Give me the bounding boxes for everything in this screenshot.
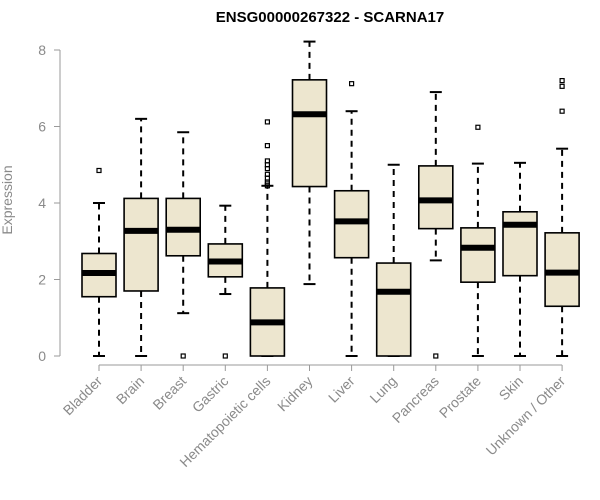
- iqr-box: [460, 227, 496, 283]
- y-tick-label: 6: [38, 119, 46, 135]
- outlier-point: [559, 77, 565, 84]
- x-tick-label: Breast: [149, 373, 189, 413]
- outlier-point: [264, 171, 270, 177]
- y-tick-label: 8: [38, 42, 46, 58]
- x-tick-label: Lung: [366, 373, 399, 406]
- outlier-point: [475, 124, 481, 130]
- outlier-point: [433, 353, 439, 359]
- iqr-box: [417, 165, 454, 230]
- box-prostate: [460, 124, 496, 357]
- x-tick-label: Skin: [496, 373, 527, 404]
- iqr-box: [375, 262, 412, 357]
- box-breast: [165, 131, 201, 359]
- iqr-box: [544, 232, 580, 308]
- outlier-point: [96, 167, 102, 174]
- x-tick-label: Unknown / Other: [483, 373, 569, 459]
- y-axis: 0 2 4 6 8: [38, 42, 61, 364]
- box-bladder: [81, 167, 117, 357]
- outlier-point: [222, 353, 228, 359]
- box-gastric: [207, 204, 244, 359]
- y-axis-label: Expression: [0, 165, 15, 234]
- outlier-point: [264, 158, 270, 164]
- chart-title: ENSG00000267322 - SCARNA17: [216, 9, 444, 26]
- x-tick-label: Liver: [325, 373, 358, 406]
- iqr-box: [123, 197, 159, 292]
- y-tick-label: 2: [38, 272, 46, 288]
- outlier-point: [180, 353, 186, 359]
- box-liver: [333, 81, 370, 357]
- iqr-box: [502, 210, 538, 277]
- box-kidney: [291, 40, 328, 286]
- y-tick-label: 0: [38, 348, 46, 364]
- box-skin: [502, 161, 538, 357]
- box-pancreas: [417, 91, 454, 359]
- outlier-point: [559, 83, 565, 89]
- box-series: [81, 40, 580, 359]
- x-tick-label: Pancreas: [389, 373, 442, 426]
- outlier-point: [264, 143, 270, 149]
- box-hematopoietic-cells: [249, 119, 286, 357]
- iqr-box: [291, 79, 328, 188]
- box-brain: [123, 117, 159, 357]
- outlier-point: [349, 81, 355, 87]
- x-tick-label: Bladder: [60, 373, 106, 419]
- x-tick-label: Prostate: [436, 373, 484, 421]
- outlier-point: [264, 119, 270, 125]
- x-tick-label: Kidney: [274, 373, 316, 415]
- outlier-point: [559, 108, 565, 114]
- box-unknown-other: [544, 77, 580, 357]
- box-lung: [375, 163, 412, 357]
- x-tick-label: Brain: [113, 373, 147, 407]
- y-tick-label: 4: [38, 195, 46, 211]
